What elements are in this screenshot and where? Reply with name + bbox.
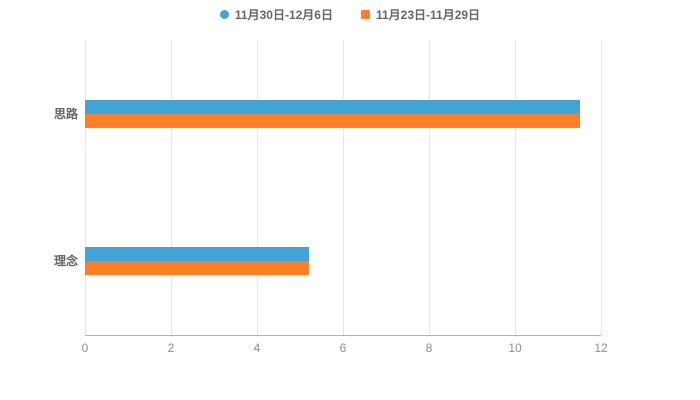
bar-理念-series-1 — [85, 261, 309, 275]
legend-marker-circle-icon — [219, 10, 229, 19]
x-tick-label-0: 0 — [81, 341, 89, 355]
legend-item-0[interactable]: 11月30日-12月6日 — [219, 6, 333, 23]
gridline-x-0 — [85, 40, 86, 335]
legend-label: 11月30日-12月6日 — [234, 8, 333, 22]
category-label-0: 思路 — [53, 107, 78, 121]
x-tick-label-8: 8 — [425, 341, 433, 355]
bar-理念-series-0 — [85, 247, 309, 261]
bar-思路-series-1 — [85, 114, 580, 128]
gridline-x-4 — [257, 40, 258, 335]
gridline-x-10 — [515, 40, 516, 335]
gridline-x-12 — [601, 40, 602, 335]
category-label-1: 理念 — [53, 254, 78, 268]
legend-label: 11月23日-11月29日 — [375, 8, 481, 22]
legend-item-1[interactable]: 11月23日-11月29日 — [360, 6, 481, 23]
bar-思路-series-0 — [85, 100, 580, 114]
x-tick-label-6: 6 — [339, 341, 347, 355]
gridline-x-2 — [171, 40, 172, 335]
x-tick-label-2: 2 — [167, 341, 175, 355]
gridline-x-8 — [429, 40, 430, 335]
legend: 11月30日-12月6日 11月23日-11月29日 — [0, 6, 700, 23]
plot-area — [85, 40, 602, 336]
x-tick-label-10: 10 — [508, 341, 522, 355]
x-tick-label-12: 12 — [594, 341, 608, 355]
gridline-x-6 — [343, 40, 344, 335]
x-tick-label-4: 4 — [253, 341, 261, 355]
legend-marker-square-icon — [360, 10, 370, 19]
